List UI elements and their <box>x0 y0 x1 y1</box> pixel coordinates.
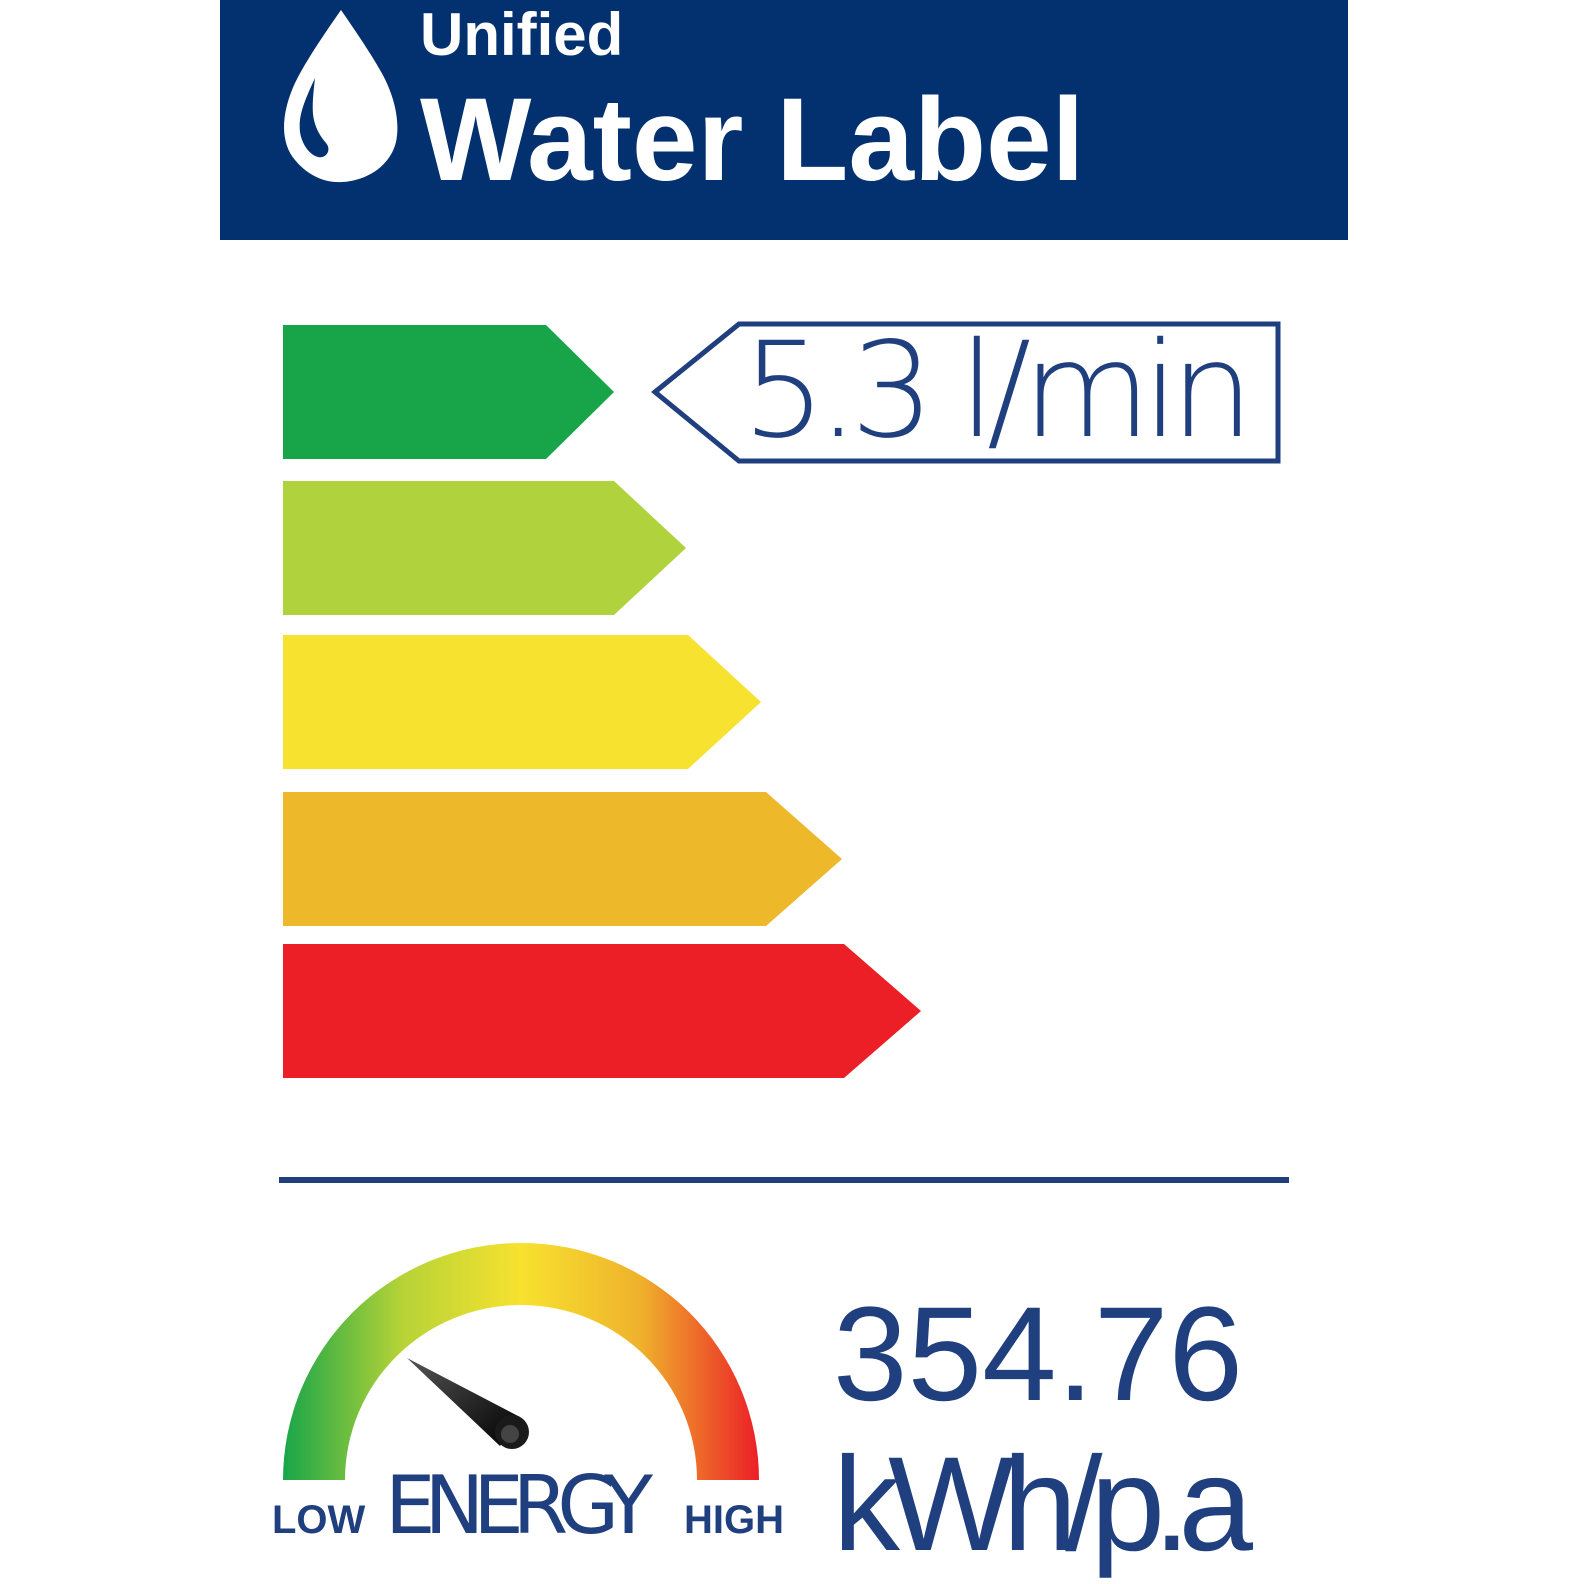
gauge-needle-icon <box>407 1358 529 1449</box>
energy-value: 354.76 <box>833 1280 1243 1429</box>
low-label: LOW <box>272 1498 366 1542</box>
flow-rate-value: 5.3 l/min <box>742 314 1254 468</box>
high-label: HIGH <box>684 1498 784 1542</box>
rating-bands <box>283 325 921 1078</box>
flow-rate-indicator: 5.3 l/min <box>651 314 1281 468</box>
band-4 <box>283 792 842 926</box>
band-3 <box>283 635 761 769</box>
gauge-arc <box>283 1243 759 1480</box>
band-1 <box>283 325 614 459</box>
water-drop-icon <box>284 10 398 183</box>
header-title-line2: Water Label <box>420 74 1084 206</box>
energy-label: ENERGY <box>385 1459 654 1552</box>
energy-unit: kWh/p.a <box>833 1430 1253 1579</box>
header-banner: Unified Water Label <box>220 0 1348 240</box>
divider <box>279 1177 1289 1183</box>
band-2 <box>283 481 686 615</box>
header-title-line1: Unified <box>420 1 623 68</box>
energy-gauge: LOW ENERGY HIGH <box>272 1243 784 1552</box>
band-5 <box>283 944 921 1078</box>
